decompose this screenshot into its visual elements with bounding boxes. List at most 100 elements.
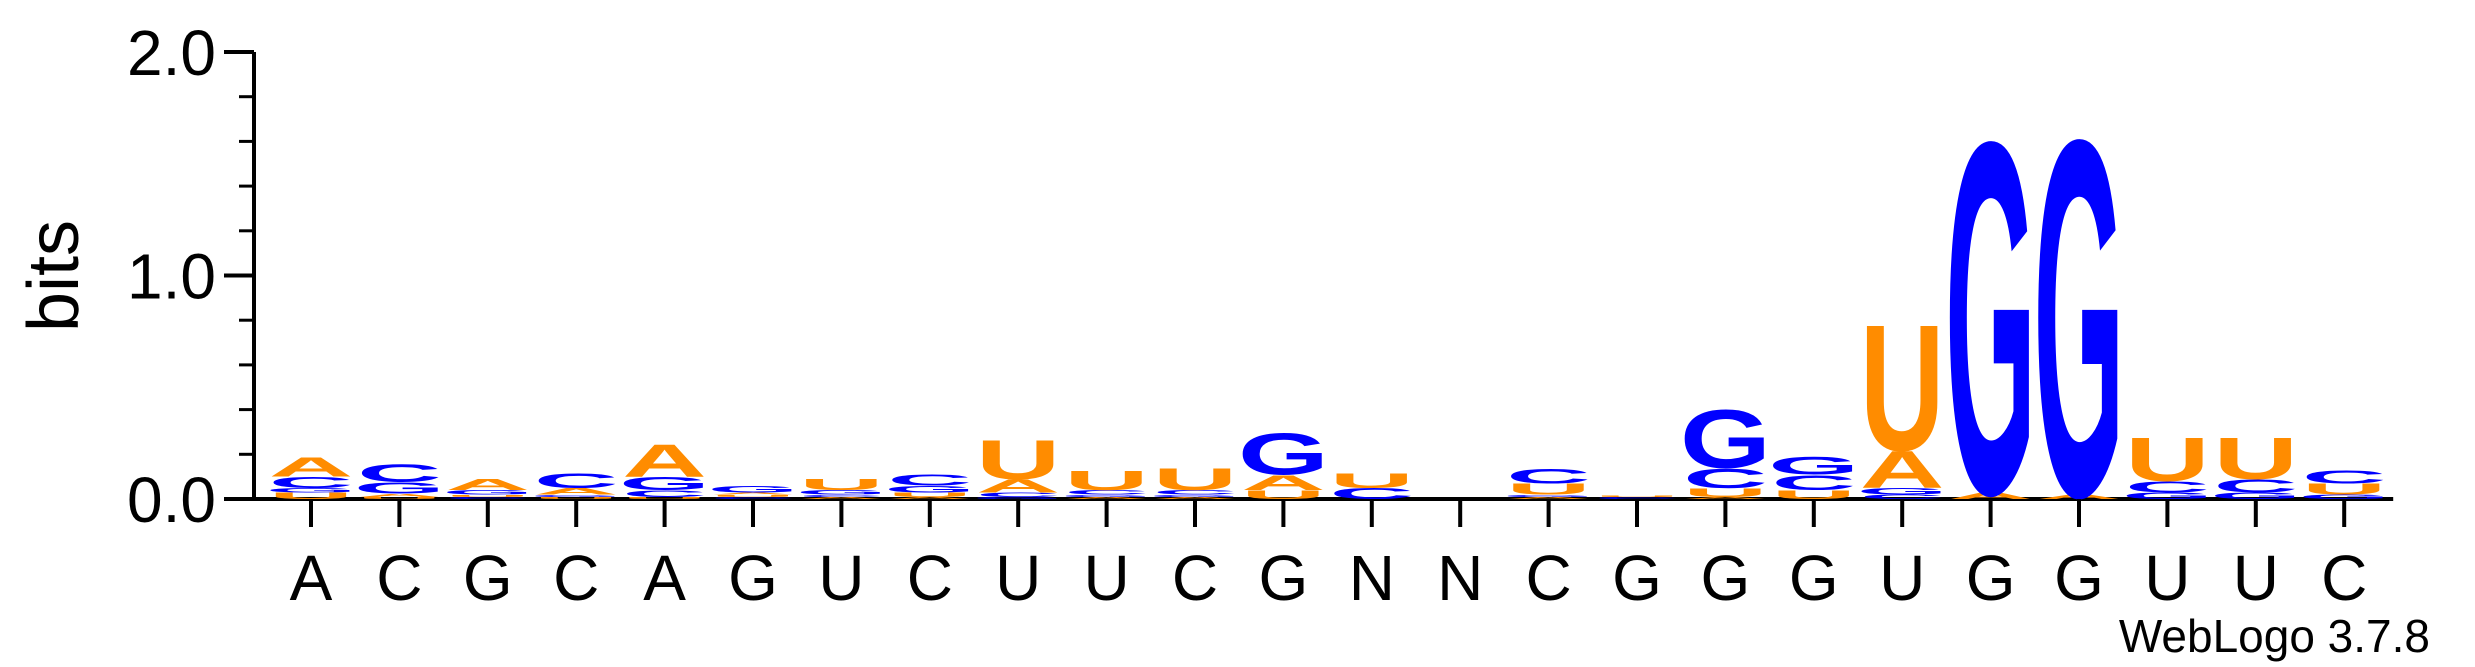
logo-letter: A [887, 496, 972, 499]
logo-letter: A [534, 486, 619, 496]
logo-letter: C [1771, 470, 1856, 494]
logo-letter: U [887, 491, 972, 498]
logo-letter: G [531, 494, 622, 497]
logo-letter: C [1153, 489, 1238, 496]
x-tick-label: G [1789, 542, 1839, 614]
logo-letter: A [1683, 496, 1768, 499]
logo-letter: A [799, 496, 884, 499]
logo-letter: G [619, 473, 710, 494]
logo-letter: A [1241, 470, 1326, 494]
logo-letter: C [534, 468, 619, 492]
logo-letter: A [357, 493, 442, 498]
logo-letter: A [976, 475, 1061, 496]
y-tick-label: 2.0 [127, 17, 216, 89]
x-tick-label: G [2054, 542, 2104, 614]
logo-letter: U [799, 476, 884, 493]
logo-letter: C [2214, 475, 2299, 496]
logo-letter: C [1330, 485, 1415, 502]
logo-letter: C [622, 488, 707, 498]
logo-letter: U [1595, 495, 1680, 497]
logo-letter: G [2210, 491, 2301, 501]
x-tick-label: G [1612, 542, 1662, 614]
logo-letter: G [973, 496, 1064, 499]
logo-letter: U [1241, 488, 1326, 502]
logo-letter: A [2037, 493, 2122, 500]
logo-letter: C [1064, 489, 1149, 496]
logo-letter: G [2299, 493, 2390, 500]
y-axis-label: bits [14, 220, 94, 332]
x-tick-label: U [995, 542, 1041, 614]
logo-letter: C [269, 474, 354, 491]
logo-letter: A [269, 452, 354, 483]
y-ticks: 0.0 1.0 2.0 [127, 17, 254, 536]
logo-letter: A [1860, 441, 1945, 500]
x-tick-label: N [1349, 542, 1395, 614]
logo-letter: U [2125, 425, 2210, 495]
logo-letter: U [976, 429, 1061, 491]
x-tick-label: C [1172, 542, 1218, 614]
logo-letter: C [357, 460, 442, 488]
logo-letter: A [711, 492, 796, 495]
logo-letter: A [1948, 491, 2033, 501]
logo-letter: A [1064, 496, 1149, 499]
logo-letter: U [2214, 425, 2299, 491]
logo-letter: G [442, 489, 533, 496]
logo-letter: C [799, 494, 884, 497]
x-tick-label: C [2321, 542, 2367, 614]
x-tick-label: A [643, 542, 686, 614]
logo-letter: C [888, 471, 973, 488]
x-tick-label: G [1259, 542, 1309, 614]
logo-letter: U [1860, 289, 1945, 489]
logo-letter: G [1680, 392, 1771, 486]
x-tick-label: C [1525, 542, 1571, 614]
x-tick-label: U [2144, 542, 2190, 614]
logo-letter: U [357, 496, 442, 499]
logo-letter: G [1149, 494, 1240, 497]
logo-letter: U [2302, 480, 2387, 497]
logo-letter: G [796, 489, 887, 496]
logo-letter: U [269, 491, 354, 501]
logo-letter: U [1153, 462, 1238, 497]
x-tick-label: G [1701, 542, 1751, 614]
x-tick-label: U [1879, 542, 1925, 614]
logo-letter: C [445, 496, 530, 499]
logo-letter: U [711, 494, 796, 497]
y-tick-label: 1.0 [127, 241, 216, 313]
logo-letter: C [1860, 493, 1945, 500]
logo-letter: C [1683, 463, 1768, 494]
logo-letter: A [446, 476, 531, 493]
logo-letter: C [2125, 478, 2210, 495]
x-tick-label: G [728, 542, 778, 614]
logo-letter: C [2302, 466, 2387, 487]
x-tick-label: C [553, 542, 599, 614]
weblogo-credit: WebLogo 3.7.8 [2119, 610, 2430, 662]
logo-letter: C [976, 491, 1061, 498]
logo-letter: C [1595, 496, 1680, 499]
logo-letter: U [622, 496, 707, 499]
logo-letter: G [1061, 494, 1152, 497]
logo-letter: A [622, 434, 707, 486]
x-tick-label: U [2233, 542, 2279, 614]
logo-letter: G [884, 484, 975, 494]
logo-letter: U [534, 496, 619, 499]
logo-letter: G [265, 487, 356, 494]
logo-letter: C [1506, 464, 1591, 488]
x-tick-label: A [290, 542, 333, 614]
logo-letter: U [1506, 480, 1591, 497]
x-tick-label: G [1966, 542, 2016, 614]
logo-letter: G [354, 479, 445, 496]
logo-letter: C [711, 496, 796, 499]
x-tick-label: C [907, 542, 953, 614]
x-tick-label: U [1083, 542, 1129, 614]
logo-letter: U [1064, 465, 1149, 496]
logo-letter: U [1772, 488, 1857, 502]
logo-letter: U [445, 494, 530, 497]
x-tick-label: C [376, 542, 422, 614]
logo-letter: U [1683, 486, 1768, 500]
logo-letter: G [1768, 452, 1859, 480]
x-tick-label: U [818, 542, 864, 614]
logo-letter: A [1506, 496, 1591, 499]
logo-letter: G [1857, 486, 1948, 496]
